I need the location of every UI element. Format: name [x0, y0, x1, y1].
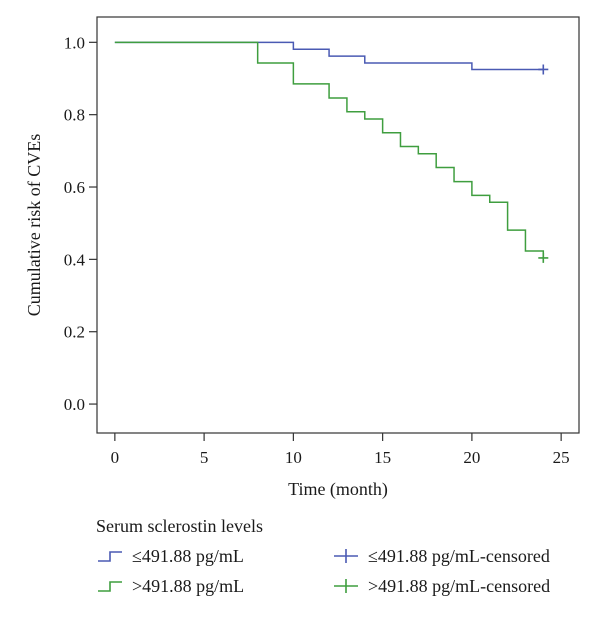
censor-mark-1: [538, 252, 549, 263]
legend: Serum sclerostin levels ≤491.88 pg/mL >4…: [96, 516, 596, 612]
plot-frame: [96, 16, 580, 434]
x-tick-label: 5: [200, 448, 209, 467]
legend-item-low-censored: ≤491.88 pg/mL-censored: [332, 544, 550, 568]
legend-label-high: >491.88 pg/mL: [132, 575, 245, 596]
km-chart: 0.0 0.2 0.4 0.6 0.8 1.0 0 5 10 15 20 25 Time (mont…: [24, 16, 580, 500]
x-tick-label: 15: [374, 448, 391, 467]
y-axis-title: Cumulative risk of CVEs: [24, 134, 44, 317]
series-line-0: [114, 41, 544, 71]
y-tick-label: 0.8: [64, 106, 85, 125]
y-tick-label: 0.2: [64, 323, 85, 342]
y-tick-label: 1.0: [64, 33, 85, 52]
legend-label-low: ≤491.88 pg/mL: [132, 545, 244, 566]
y-tick-label: 0.0: [64, 395, 85, 414]
x-tick-label: 10: [285, 448, 302, 467]
legend-item-high-censored: >491.88 pg/mL-censored: [332, 574, 550, 598]
x-tick-label: 25: [553, 448, 570, 467]
legend-label-low-censored: ≤491.88 pg/mL-censored: [368, 545, 550, 566]
step-line-swatch-high: [98, 581, 122, 592]
legend-label-high-censored: >491.88 pg/mL-censored: [368, 575, 551, 596]
series-lines: [114, 41, 545, 258]
plus-marker-swatch-high: [334, 579, 358, 593]
legend-item-low: ≤491.88 pg/mL: [96, 544, 244, 568]
y-axis-ticks: 0.0 0.2 0.4 0.6 0.8 1.0: [64, 33, 97, 414]
plot-border: [96, 16, 580, 434]
step-line-swatch-low: [98, 551, 122, 562]
censor-marks: [538, 64, 549, 263]
legend-item-high: >491.88 pg/mL: [96, 574, 244, 598]
x-tick-label: 20: [463, 448, 480, 467]
x-axis-title: Time (month): [288, 479, 388, 500]
censor-mark-0: [538, 64, 549, 75]
x-tick-label: 0: [111, 448, 120, 467]
x-axis-ticks: 0 5 10 15 20 25: [111, 433, 570, 467]
series-line-1: [114, 41, 545, 258]
legend-title: Serum sclerostin levels: [96, 516, 263, 536]
y-tick-label: 0.4: [64, 250, 86, 269]
plus-marker-swatch-low: [334, 549, 358, 563]
y-tick-label: 0.6: [64, 178, 85, 197]
